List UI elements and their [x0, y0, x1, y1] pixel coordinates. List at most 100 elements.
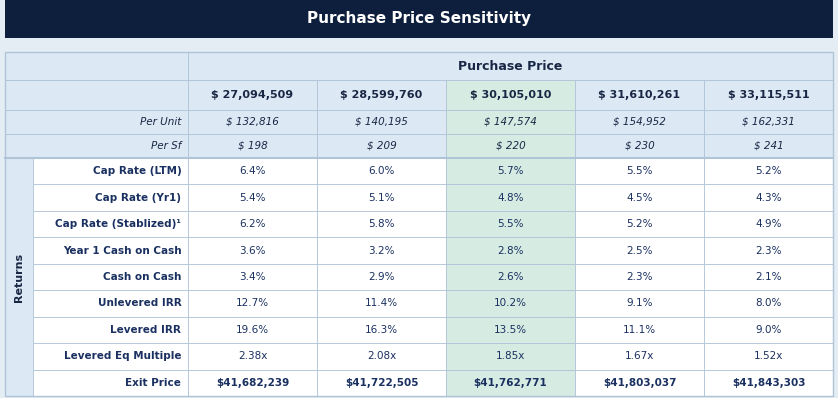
Text: 2.1%: 2.1%: [755, 272, 782, 282]
Bar: [575, 211, 704, 237]
Bar: [704, 317, 833, 343]
Bar: [704, 264, 833, 290]
Bar: [446, 110, 575, 134]
Bar: [188, 110, 317, 134]
Bar: [575, 158, 704, 184]
Bar: [188, 134, 317, 158]
Text: 6.4%: 6.4%: [240, 166, 266, 176]
Text: Returns: Returns: [14, 252, 24, 302]
Text: 12.7%: 12.7%: [236, 298, 269, 308]
Text: 5.5%: 5.5%: [497, 219, 524, 229]
Bar: [575, 290, 704, 317]
Bar: [5, 52, 833, 396]
Text: 3.6%: 3.6%: [240, 246, 266, 256]
Bar: [5, 52, 188, 80]
Bar: [317, 211, 446, 237]
Bar: [33, 264, 188, 290]
Text: $ 28,599,760: $ 28,599,760: [340, 90, 422, 100]
Bar: [704, 343, 833, 370]
Text: $41,682,239: $41,682,239: [216, 378, 289, 388]
Bar: [5, 52, 833, 396]
Text: Levered IRR: Levered IRR: [111, 325, 181, 335]
Text: Exit Price: Exit Price: [126, 378, 181, 388]
Text: 5.8%: 5.8%: [368, 219, 395, 229]
Text: 5.2%: 5.2%: [755, 166, 782, 176]
Bar: [704, 237, 833, 264]
Text: 3.2%: 3.2%: [368, 246, 395, 256]
Text: $ 30,105,010: $ 30,105,010: [470, 90, 551, 100]
Bar: [188, 211, 317, 237]
Bar: [446, 211, 575, 237]
Bar: [33, 343, 188, 370]
Bar: [33, 158, 188, 184]
Bar: [704, 158, 833, 184]
Text: Purchase Price: Purchase Price: [458, 59, 562, 72]
Text: 6.2%: 6.2%: [240, 219, 266, 229]
Text: 2.38x: 2.38x: [238, 351, 267, 361]
Bar: [5, 80, 188, 110]
Text: $ 140,195: $ 140,195: [355, 117, 408, 127]
Text: 5.7%: 5.7%: [497, 166, 524, 176]
Bar: [188, 317, 317, 343]
Bar: [33, 184, 188, 211]
Bar: [446, 134, 575, 158]
Bar: [188, 370, 317, 396]
Text: 5.5%: 5.5%: [626, 166, 653, 176]
Bar: [188, 290, 317, 317]
Bar: [188, 80, 317, 110]
Text: $ 27,094,509: $ 27,094,509: [211, 90, 293, 100]
Text: 8.0%: 8.0%: [755, 298, 782, 308]
Bar: [575, 343, 704, 370]
Text: Unlevered IRR: Unlevered IRR: [97, 298, 181, 308]
Text: 10.2%: 10.2%: [494, 298, 527, 308]
Bar: [33, 237, 188, 264]
Bar: [446, 158, 575, 184]
Bar: [704, 134, 833, 158]
Bar: [446, 80, 575, 110]
Bar: [446, 290, 575, 317]
Bar: [317, 80, 446, 110]
Bar: [317, 264, 446, 290]
Bar: [704, 211, 833, 237]
Bar: [188, 184, 317, 211]
Bar: [446, 184, 575, 211]
Text: 2.6%: 2.6%: [497, 272, 524, 282]
Text: Cash on Cash: Cash on Cash: [103, 272, 181, 282]
Bar: [33, 211, 188, 237]
Bar: [704, 184, 833, 211]
Bar: [446, 264, 575, 290]
Text: 11.1%: 11.1%: [623, 325, 656, 335]
Bar: [446, 370, 575, 396]
Text: Per Sf: Per Sf: [151, 141, 181, 151]
Bar: [33, 290, 188, 317]
Text: $ 162,331: $ 162,331: [742, 117, 795, 127]
Text: 1.67x: 1.67x: [625, 351, 654, 361]
Text: 5.2%: 5.2%: [626, 219, 653, 229]
Bar: [575, 110, 704, 134]
Text: 2.3%: 2.3%: [755, 246, 782, 256]
Bar: [446, 343, 575, 370]
Bar: [5, 0, 833, 38]
Text: $41,843,303: $41,843,303: [732, 378, 805, 388]
Text: 5.1%: 5.1%: [368, 193, 395, 203]
Bar: [317, 370, 446, 396]
Bar: [317, 158, 446, 184]
Text: Year 1 Cash on Cash: Year 1 Cash on Cash: [63, 246, 181, 256]
Bar: [33, 317, 188, 343]
Bar: [575, 134, 704, 158]
Text: 4.3%: 4.3%: [755, 193, 782, 203]
Text: $41,803,037: $41,803,037: [603, 378, 676, 388]
Text: 16.3%: 16.3%: [365, 325, 398, 335]
Text: Per Unit: Per Unit: [140, 117, 181, 127]
Bar: [446, 317, 575, 343]
Bar: [446, 237, 575, 264]
Bar: [317, 317, 446, 343]
Text: Cap Rate (LTM): Cap Rate (LTM): [92, 166, 181, 176]
Text: Cap Rate (Stablized)¹: Cap Rate (Stablized)¹: [55, 219, 181, 229]
Text: $ 220: $ 220: [495, 141, 525, 151]
Text: Purchase Price Sensitivity: Purchase Price Sensitivity: [307, 12, 531, 27]
Bar: [188, 52, 833, 80]
Text: $41,762,771: $41,762,771: [473, 378, 547, 388]
Bar: [704, 110, 833, 134]
Bar: [188, 264, 317, 290]
